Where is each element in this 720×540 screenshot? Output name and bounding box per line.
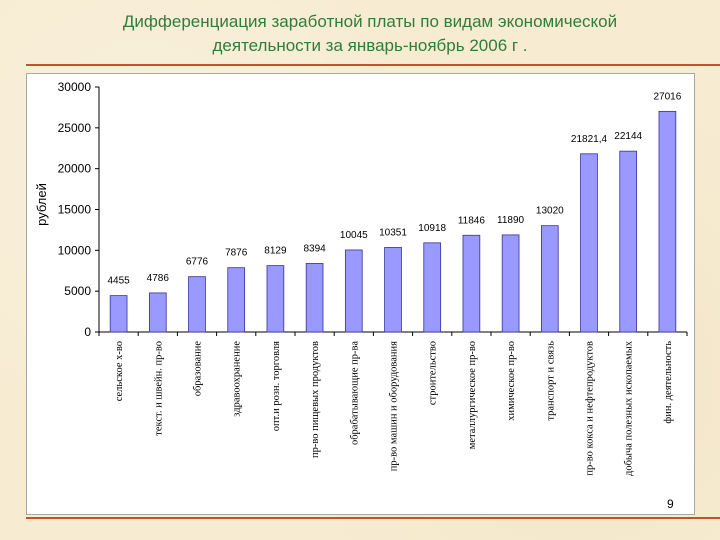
category-label: пр-во машин и оборудования xyxy=(389,341,400,471)
slide-title: Дифференциация заработной платы по видам… xyxy=(40,10,700,58)
value-label: 4455 xyxy=(107,276,130,287)
title-divider xyxy=(26,64,720,66)
y-axis-label: рублей xyxy=(34,183,49,226)
value-label: 8394 xyxy=(303,243,326,254)
bar xyxy=(580,153,598,333)
chart-frame: 0 5000 10000 15000 20000 25000 30000 рублей 445… xyxy=(26,73,695,515)
category-label: строительство xyxy=(428,341,439,405)
value-label: 11846 xyxy=(458,215,486,226)
y-tick-label: 10000 xyxy=(58,243,92,257)
bar xyxy=(619,150,638,333)
bar xyxy=(462,234,481,333)
category-label: сельское х-во xyxy=(114,341,125,401)
value-label: 10045 xyxy=(340,230,368,241)
category-label: образование xyxy=(193,341,204,397)
page-number: 9 xyxy=(667,497,674,511)
bar xyxy=(423,242,442,333)
value-label: 7876 xyxy=(225,248,248,259)
bar xyxy=(344,249,363,333)
y-tick-label: 25000 xyxy=(58,121,92,135)
bar xyxy=(266,265,285,333)
value-label: 6776 xyxy=(186,257,209,268)
chart-value-labels: 4455 4786 6776 7876 8129 8394 10045 10351 10918 1… xyxy=(107,91,681,286)
bar xyxy=(658,110,677,333)
category-label: пр-во пищевых продуктов xyxy=(310,341,321,458)
category-label: текст. и швейн. пр-во xyxy=(153,341,164,436)
category-label: обрабатывающие пр-ва xyxy=(349,341,360,445)
y-tick-label: 5000 xyxy=(64,284,91,298)
bar xyxy=(305,263,324,333)
bottom-divider xyxy=(26,517,720,519)
category-label: транспорт и связь xyxy=(545,341,556,421)
value-label: 10351 xyxy=(379,227,407,238)
y-tick-label: 30000 xyxy=(58,80,92,94)
slide-title-line-1: Дифференциация заработной платы по видам… xyxy=(122,12,618,31)
y-tick-label: 0 xyxy=(84,325,91,339)
category-label: здравоохранение xyxy=(232,341,243,417)
category-label: добыча полезных ископаемых xyxy=(624,340,635,476)
value-label: 13020 xyxy=(536,206,564,217)
bar xyxy=(109,295,128,333)
category-label: опт.и розн. торговля xyxy=(271,341,282,431)
category-label: металлургическое пр-во xyxy=(467,341,478,449)
bar-chart: 0 5000 10000 15000 20000 25000 30000 рублей 445… xyxy=(34,80,688,476)
bar xyxy=(501,234,520,333)
category-label: фин. деятельность xyxy=(663,341,674,424)
value-label: 4786 xyxy=(147,273,170,284)
bar xyxy=(188,276,206,333)
value-label: 11890 xyxy=(497,215,525,226)
bar xyxy=(384,247,402,333)
bar xyxy=(540,225,559,333)
chart-category-labels: сельское х-во текст. и швейн. пр-во образо… xyxy=(114,340,674,476)
value-label: 27016 xyxy=(653,91,681,102)
chart-bars xyxy=(109,110,677,333)
slide-title-line-2: деятельности за январь-ноябрь 2006 г . xyxy=(212,36,528,55)
value-label: 21821,4 xyxy=(571,134,608,145)
bar xyxy=(148,292,167,333)
category-label: пр-во кокса и нефтепродуктов xyxy=(585,341,596,476)
category-label: химическое пр-во xyxy=(506,341,517,421)
chart-axes: 0 5000 10000 15000 20000 25000 30000 рублей xyxy=(34,80,688,339)
value-label: 8129 xyxy=(264,246,287,257)
y-tick-label: 15000 xyxy=(58,203,92,217)
value-label: 10918 xyxy=(418,223,446,234)
value-label: 22144 xyxy=(614,131,642,142)
y-tick-label: 20000 xyxy=(58,162,92,176)
bar xyxy=(227,267,246,333)
